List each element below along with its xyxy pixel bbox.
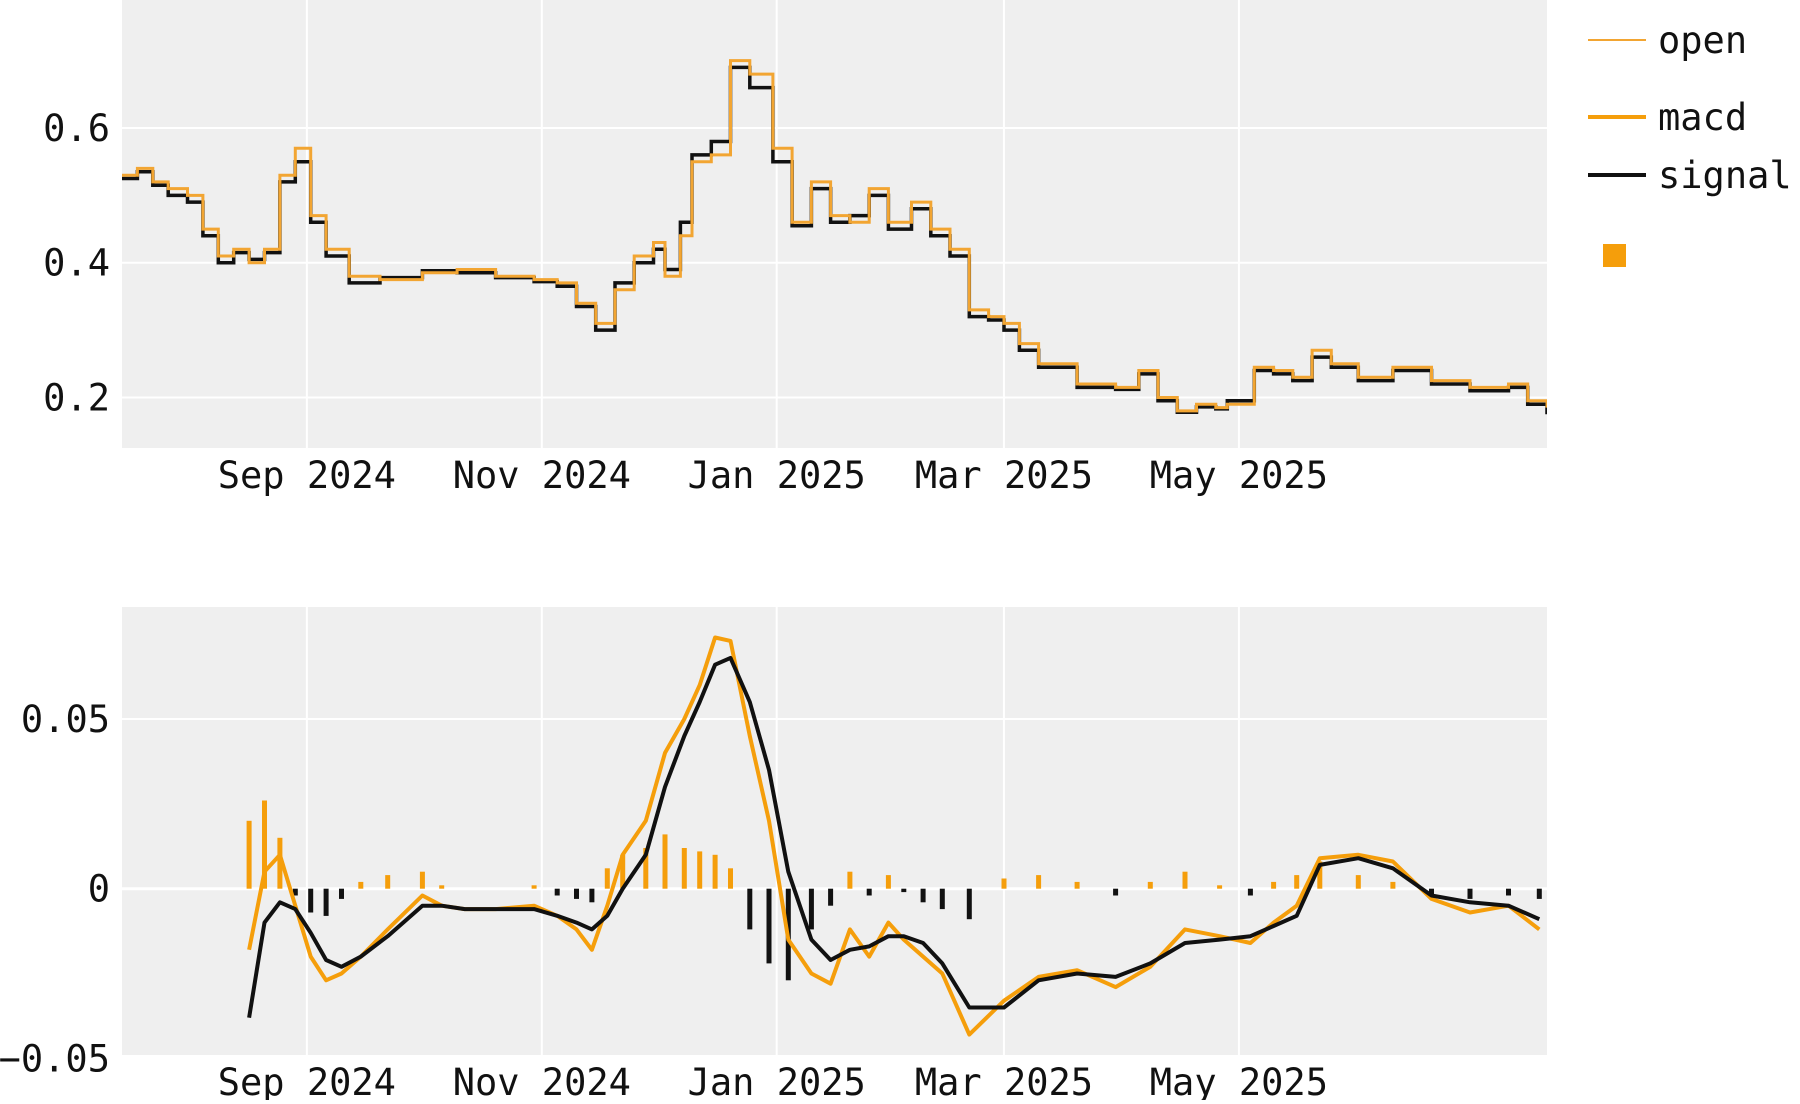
histogram-bar-19	[643, 848, 649, 889]
x-tick-label-1-1: Nov 2024	[453, 1061, 631, 1100]
histogram-bar-6	[339, 888, 344, 899]
series-macd-line	[247, 635, 1541, 1037]
y-tick-label-0-0: 0.2	[43, 376, 110, 419]
x-tick-label-0-4: May 2025	[1150, 454, 1328, 497]
histogram-bar-44	[1247, 888, 1253, 896]
histogram-bar-22	[697, 851, 703, 889]
y-tick-label-1-2: 0.05	[21, 698, 110, 741]
histogram-bar-18	[620, 854, 626, 889]
x-tick-label-0-1: Nov 2024	[453, 454, 631, 497]
x-tick-label-1-2: Jan 2025	[688, 1061, 866, 1100]
histogram-bar-21	[681, 848, 687, 889]
histogram-bar-33	[901, 888, 907, 893]
histogram-bar-32	[885, 875, 891, 889]
histogram-bar-1	[262, 800, 267, 889]
histogram-bar-37	[1001, 878, 1007, 889]
histogram-bar-7	[358, 881, 364, 889]
histogram-bar-41	[1147, 881, 1153, 889]
histogram-bar-2	[277, 837, 283, 889]
legend-open-label: open	[1658, 19, 1747, 62]
series-open-line	[122, 59, 1547, 413]
histogram-bar-35	[939, 888, 945, 910]
x-tick-label-1-4: May 2025	[1150, 1061, 1328, 1100]
series-signal-line	[247, 655, 1541, 1019]
histogram-bar-48	[1355, 875, 1361, 889]
histogram-bar-50	[1429, 888, 1434, 896]
histogram-bar-9	[419, 871, 425, 889]
plot-area-macd	[122, 607, 1547, 1055]
legend-histogram-swatch	[1603, 244, 1626, 267]
histogram-bar-13	[531, 885, 537, 889]
histogram-bar-39	[1074, 881, 1080, 889]
histogram-bar-43	[1217, 885, 1223, 889]
histogram-bar-20	[662, 834, 668, 889]
histogram-bar-30	[847, 871, 853, 889]
legend-signal-label: signal	[1658, 154, 1792, 197]
x-tick-label-0-2: Jan 2025	[688, 454, 866, 497]
x-tick-label-0-3: Mar 2025	[915, 454, 1093, 497]
histogram-bar-51	[1467, 888, 1473, 899]
x-tick-label-1-0: Sep 2024	[218, 1061, 396, 1100]
histogram-bar-14	[554, 888, 560, 896]
histogram-bar-31	[866, 888, 872, 896]
histogram-bar-28	[808, 888, 814, 930]
histogram-bar-38	[1036, 875, 1042, 889]
price-panel: Sep 2024 Nov 2024 Jan 2025 Mar 2025 May 2025…	[43, 0, 1547, 497]
histogram-bar-49	[1390, 881, 1396, 889]
histogram-bar-25	[747, 888, 753, 930]
histogram-bar-40	[1113, 888, 1119, 896]
histogram-bar-53	[1536, 888, 1542, 899]
legend: open macd signal	[1588, 19, 1792, 267]
histogram-bar-52	[1506, 888, 1511, 896]
y-tick-label-1-0: −0.05	[0, 1037, 110, 1080]
y-tick-label-1-1: 0	[88, 868, 110, 911]
histogram-bar-34	[920, 888, 926, 903]
histogram-bar-16	[589, 888, 595, 903]
histogram-bar-36	[966, 888, 972, 920]
histogram-bar-23	[712, 854, 718, 889]
histogram-bar-10	[439, 885, 445, 889]
y-tick-label-0-1: 0.4	[43, 242, 110, 285]
histogram-bar-17	[604, 868, 610, 889]
macd-panel: Sep 2024 Nov 2024 Jan 2025 Mar 2025 May 2025…	[0, 607, 1547, 1104]
histogram-bar-8	[385, 875, 391, 889]
marks-price	[122, 59, 1547, 415]
histogram-bar-3	[292, 888, 298, 896]
histogram-bar-45	[1271, 881, 1277, 889]
histogram-bar-29	[828, 888, 834, 906]
legend-macd-label: macd	[1658, 96, 1747, 139]
histogram-bar-4	[308, 888, 314, 913]
histogram-bar-15	[574, 888, 579, 899]
x-tick-label-0-0: Sep 2024	[218, 454, 396, 497]
y-tick-label-0-2: 0.6	[43, 107, 110, 150]
histogram-bar-47	[1317, 861, 1323, 889]
histogram-bar-46	[1294, 875, 1300, 889]
x-tick-label-1-3: Mar 2025	[915, 1061, 1093, 1100]
histogram-bar-0	[246, 820, 252, 889]
marks-macd	[122, 635, 1547, 1037]
histogram-bar-42	[1182, 871, 1188, 889]
histogram-bar-5	[323, 888, 329, 916]
histogram-bar-26	[766, 888, 772, 964]
histogram-bar-24	[728, 868, 733, 889]
